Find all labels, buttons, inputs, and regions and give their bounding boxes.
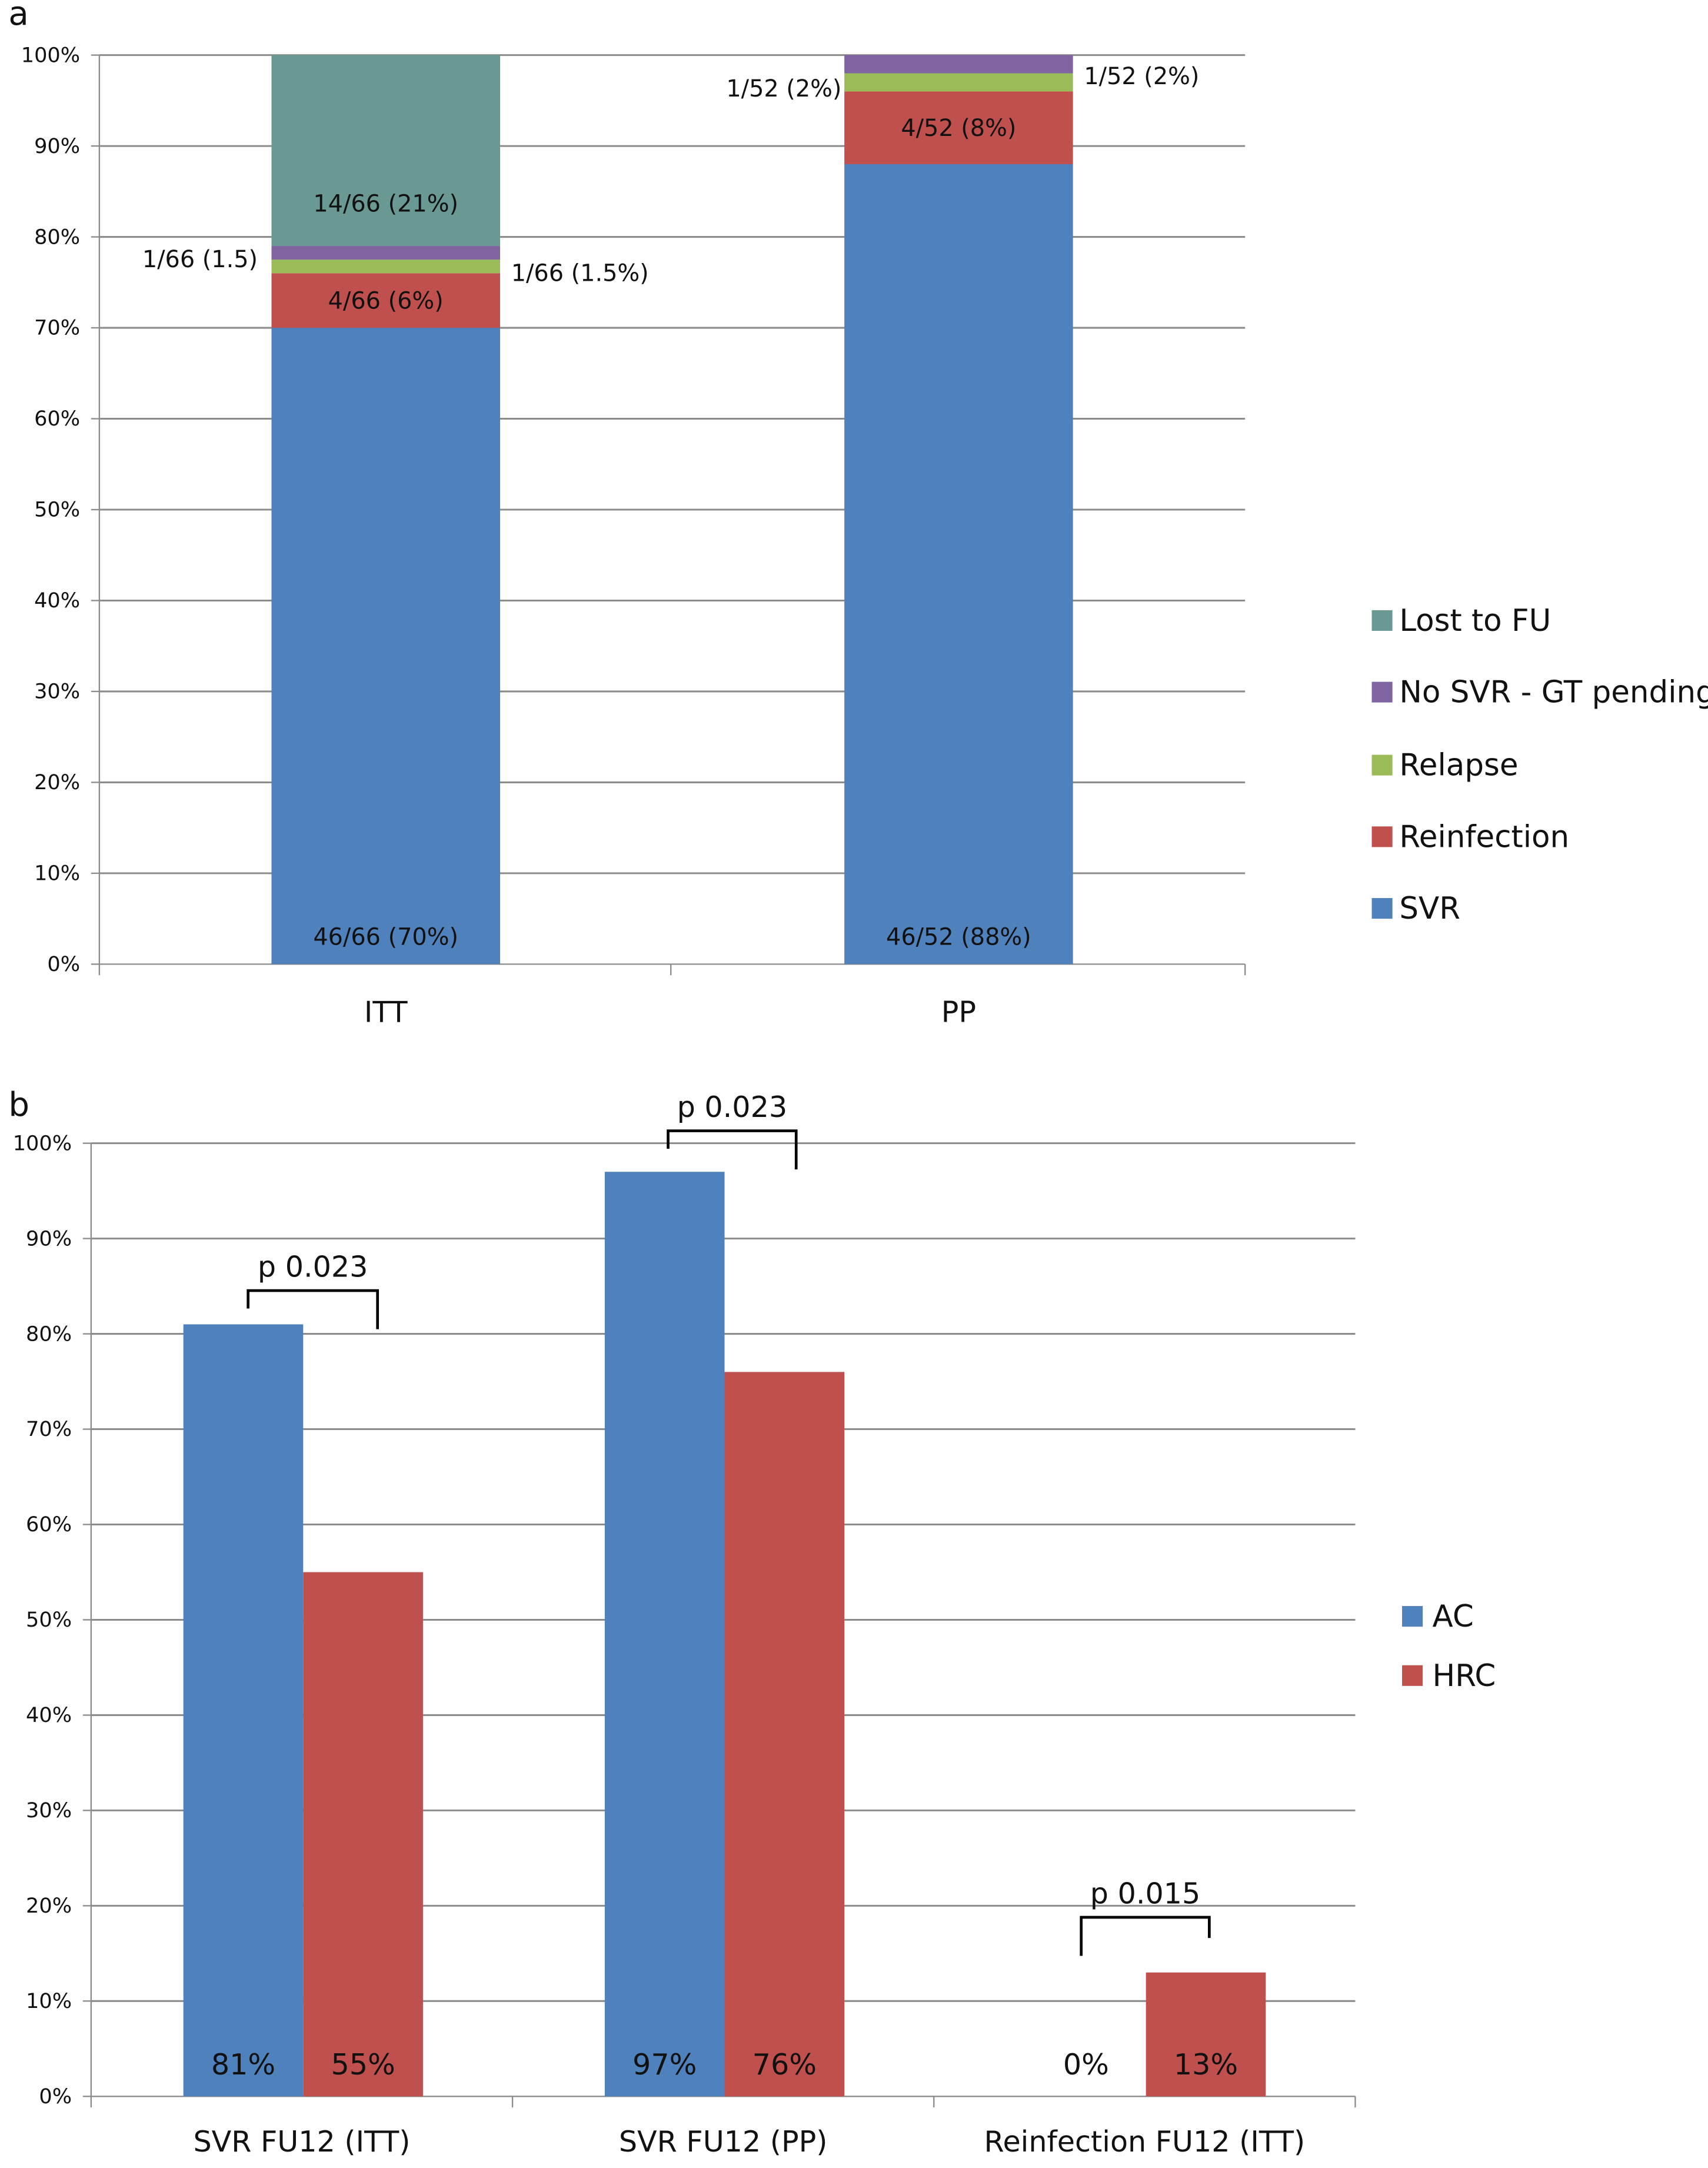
y-tick-label: 10% — [34, 862, 80, 886]
data-label: 1/66 (1.5) — [142, 246, 258, 273]
legend-swatch — [1371, 610, 1393, 631]
data-label: 14/66 (21%) — [313, 191, 458, 218]
bar-hrc — [724, 1372, 845, 2097]
panel-label: b — [8, 1086, 29, 1124]
bar-ac — [604, 1172, 725, 2097]
y-tick-label: 40% — [34, 588, 80, 613]
x-category-label: Reinfection FU12 (ITT) — [984, 2124, 1306, 2159]
bar-hrc — [303, 1572, 423, 2097]
x-category-label: SVR FU12 (PP) — [619, 2124, 828, 2159]
y-tick-label: 30% — [26, 1798, 72, 1823]
significance-bracket — [667, 1129, 798, 1170]
chart-a: a 0% 10% 20% 30% 40% 50% 60% 70% 80% 90% 100% ITT 46/… — [8, 0, 1708, 1029]
y-tick-label: 60% — [34, 407, 80, 431]
data-label: 76% — [753, 2047, 817, 2081]
y-tick-label: 50% — [26, 1608, 72, 1632]
bar-segment-lost-to-fu — [271, 55, 500, 247]
data-label: 55% — [331, 2047, 395, 2081]
legend-swatch — [1371, 754, 1393, 776]
data-label: 46/66 (70%) — [313, 924, 458, 951]
y-tick-label: 90% — [26, 1226, 72, 1251]
y-tick-label: 70% — [34, 316, 80, 340]
data-label: 46/52 (88%) — [886, 924, 1031, 951]
bar-segment-reinfection — [844, 91, 1073, 164]
x-category-label: ITT — [364, 995, 408, 1029]
y-tick-label: 10% — [26, 1989, 72, 2013]
data-label: 4/52 (8%) — [901, 115, 1016, 142]
data-label: 4/66 (6%) — [328, 288, 444, 315]
bar-segment-relapse — [271, 260, 500, 274]
data-label: 13% — [1174, 2047, 1238, 2081]
data-label: 1/52 (2%) — [1084, 63, 1199, 90]
y-tick-label: 50% — [34, 498, 80, 522]
y-tick-label: 80% — [26, 1322, 72, 1346]
y-tick-label: 0% — [39, 2084, 72, 2109]
y-tick-label: 40% — [26, 1703, 72, 1727]
legend-swatch — [1402, 1665, 1423, 1686]
p-value-label: p 0.015 — [1090, 1877, 1201, 1911]
x-category-label: PP — [941, 995, 976, 1029]
y-tick-label: 100% — [21, 43, 80, 67]
significance-bracket — [1080, 1916, 1211, 1956]
legend-swatch — [1371, 898, 1393, 919]
bar-segment-svr — [271, 328, 500, 965]
bar-hrc — [1146, 1972, 1266, 2097]
y-tick-label: 80% — [34, 225, 80, 249]
data-label: 97% — [632, 2047, 697, 2081]
chart-b: b 0% 10% 20% 30% 40% 50% 60% 70% 80% 90% 100% SVR FU… — [8, 1086, 1496, 2159]
y-tick-label: 20% — [26, 1894, 72, 1918]
legend-label: AC — [1433, 1599, 1474, 1634]
p-value-label: p 0.023 — [258, 1250, 368, 1284]
y-tick-label: 30% — [34, 680, 80, 704]
p-value-label: p 0.023 — [677, 1090, 788, 1124]
panel-label: a — [8, 0, 28, 33]
y-tick-label: 0% — [47, 952, 80, 976]
legend-label: Reinfection — [1399, 819, 1569, 854]
legend-swatch — [1371, 826, 1393, 847]
significance-bracket — [247, 1289, 379, 1329]
bar-segment-relapse — [844, 73, 1073, 92]
legend-label: HRC — [1433, 1658, 1496, 1694]
x-category-label: SVR FU12 (ITT) — [193, 2124, 410, 2159]
bar-segment-svr — [844, 164, 1073, 965]
y-tick-label: 20% — [34, 770, 80, 794]
legend-label: No SVR - GT pending — [1399, 675, 1708, 710]
y-tick-label: 70% — [26, 1417, 72, 1441]
legend-label: Lost to FU — [1399, 603, 1551, 639]
legend-label: Relapse — [1399, 748, 1518, 783]
data-label: 1/66 (1.5%) — [511, 260, 649, 287]
legend-swatch — [1402, 1606, 1423, 1627]
y-tick-label: 90% — [34, 134, 80, 158]
legend-label: SVR — [1399, 891, 1460, 926]
bar-segment-no-svr-gt-pending — [271, 246, 500, 260]
bar-segment-reinfection — [271, 273, 500, 328]
y-tick-label: 100% — [13, 1131, 72, 1155]
y-tick-label: 60% — [26, 1512, 72, 1537]
data-label: 81% — [211, 2047, 275, 2081]
data-label: 1/52 (2%) — [726, 75, 841, 102]
bar-segment-no-svr-gt-pending — [844, 55, 1073, 74]
data-label: 0% — [1063, 2047, 1109, 2081]
legend-swatch — [1371, 681, 1393, 703]
bar-ac — [183, 1324, 304, 2097]
